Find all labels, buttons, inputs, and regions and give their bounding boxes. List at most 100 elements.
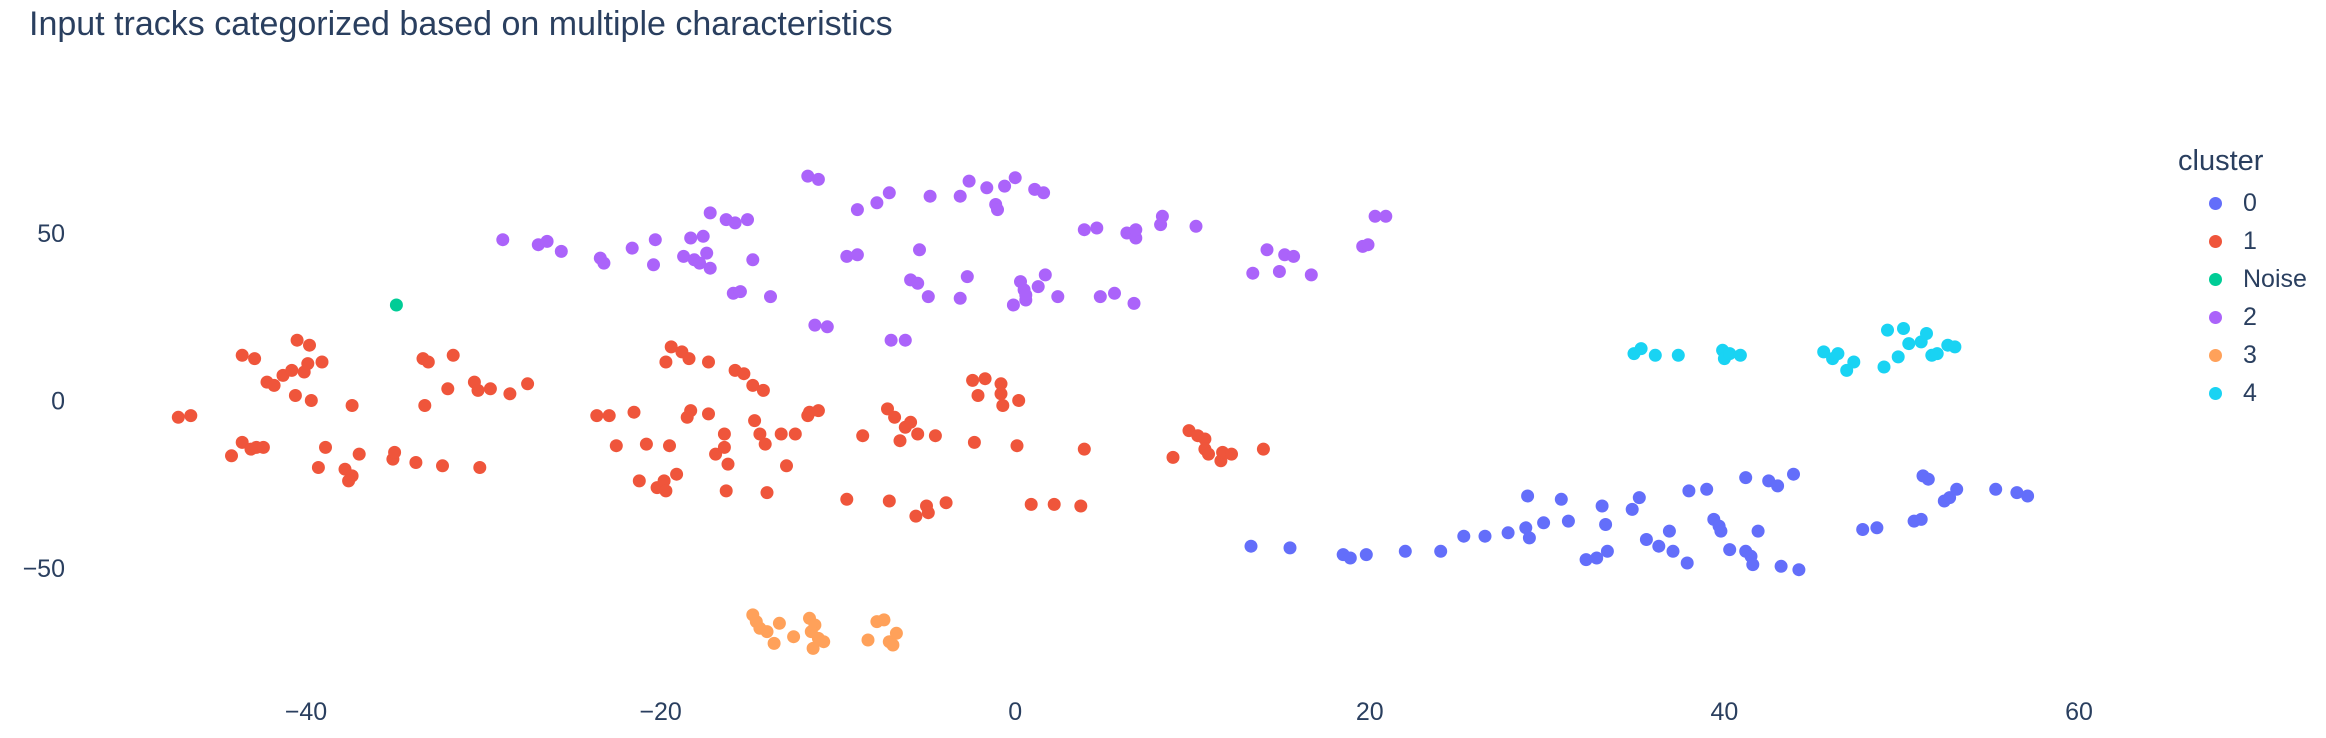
data-point[interactable] <box>1038 268 1052 282</box>
data-point[interactable] <box>1723 347 1737 361</box>
data-point[interactable] <box>1771 479 1785 493</box>
data-point[interactable] <box>1877 360 1891 374</box>
data-point[interactable] <box>1561 514 1575 528</box>
data-point[interactable] <box>719 484 733 498</box>
data-point[interactable] <box>473 461 487 474</box>
data-point[interactable] <box>663 439 676 453</box>
data-point[interactable] <box>886 638 900 652</box>
data-point[interactable] <box>1272 265 1286 278</box>
data-point[interactable] <box>235 348 249 362</box>
data-point[interactable] <box>840 249 854 263</box>
data-point[interactable] <box>808 318 822 332</box>
data-point[interactable] <box>960 270 974 284</box>
data-point[interactable] <box>1244 539 1258 553</box>
data-point[interactable] <box>703 206 717 220</box>
data-point[interactable] <box>1590 551 1604 565</box>
data-point[interactable] <box>1746 558 1760 572</box>
data-point[interactable] <box>1817 345 1831 359</box>
data-point[interactable] <box>1398 544 1412 558</box>
data-point[interactable] <box>1634 342 1648 356</box>
data-point[interactable] <box>921 290 935 304</box>
data-point[interactable] <box>911 427 925 441</box>
data-point[interactable] <box>1537 516 1551 530</box>
data-point[interactable] <box>319 440 332 454</box>
data-point[interactable] <box>311 461 325 474</box>
data-point[interactable] <box>670 467 684 481</box>
data-point[interactable] <box>1283 541 1297 555</box>
data-point[interactable] <box>627 405 641 419</box>
data-point[interactable] <box>998 179 1012 193</box>
data-point[interactable] <box>1012 394 1026 407</box>
data-point[interactable] <box>682 352 696 366</box>
data-point[interactable] <box>1920 327 1933 340</box>
data-point[interactable] <box>1891 350 1905 364</box>
data-point[interactable] <box>756 383 770 397</box>
data-point[interactable] <box>760 625 774 639</box>
data-point[interactable] <box>657 474 671 488</box>
data-point[interactable] <box>1881 323 1894 337</box>
data-point[interactable] <box>1652 539 1666 553</box>
legend-item-2[interactable]: 2 <box>2178 298 2307 336</box>
data-point[interactable] <box>664 340 678 354</box>
data-point[interactable] <box>1047 497 1061 511</box>
data-point[interactable] <box>1989 482 2003 496</box>
data-point[interactable] <box>421 355 435 369</box>
data-point[interactable] <box>994 387 1008 401</box>
data-point[interactable] <box>728 216 742 230</box>
data-point[interactable] <box>717 427 731 441</box>
data-point[interactable] <box>772 616 786 630</box>
data-point[interactable] <box>801 169 815 183</box>
data-point[interactable] <box>1902 337 1916 351</box>
data-point[interactable] <box>1198 432 1212 446</box>
data-point[interactable] <box>882 494 896 508</box>
data-point[interactable] <box>893 434 907 448</box>
legend-item-0[interactable]: 0 <box>2178 184 2307 222</box>
data-point[interactable] <box>1127 296 1141 310</box>
data-point[interactable] <box>1579 553 1593 567</box>
data-point[interactable] <box>418 399 432 412</box>
data-point[interactable] <box>1077 442 1091 456</box>
data-point[interactable] <box>702 407 715 421</box>
data-point[interactable] <box>1077 223 1091 237</box>
data-point[interactable] <box>817 635 831 649</box>
data-point[interactable] <box>1682 484 1696 498</box>
legend-item-1[interactable]: 1 <box>2178 222 2307 260</box>
legend-item-3[interactable]: 3 <box>2178 336 2307 374</box>
data-point[interactable] <box>1671 348 1685 362</box>
data-point[interactable] <box>554 244 568 258</box>
data-point[interactable] <box>680 410 694 424</box>
data-point[interactable] <box>774 427 788 441</box>
data-point[interactable] <box>877 613 891 627</box>
data-point[interactable] <box>446 348 460 362</box>
data-point[interactable] <box>721 457 735 471</box>
data-point[interactable] <box>352 447 366 461</box>
data-point[interactable] <box>996 399 1010 412</box>
data-point[interactable] <box>1739 471 1753 485</box>
data-point[interactable] <box>1457 529 1471 543</box>
data-point[interactable] <box>2021 489 2035 503</box>
data-point[interactable] <box>1051 290 1065 304</box>
data-point[interactable] <box>1930 347 1944 361</box>
data-point[interactable] <box>521 377 535 391</box>
data-point[interactable] <box>1680 556 1694 570</box>
data-point[interactable] <box>1129 223 1143 237</box>
data-point[interactable] <box>389 298 403 312</box>
data-point[interactable] <box>1870 521 1884 535</box>
data-point[interactable] <box>1225 447 1238 461</box>
data-point[interactable] <box>1554 492 1568 506</box>
data-point[interactable] <box>1921 472 1935 486</box>
data-point[interactable] <box>767 636 781 650</box>
data-point[interactable] <box>503 387 517 401</box>
data-point[interactable] <box>1897 322 1910 335</box>
data-point[interactable] <box>1434 544 1448 558</box>
data-point[interactable] <box>764 290 777 304</box>
data-point[interactable] <box>758 437 772 451</box>
data-point[interactable] <box>301 357 315 371</box>
data-point[interactable] <box>978 372 992 386</box>
data-point[interactable] <box>1632 491 1646 505</box>
data-point[interactable] <box>171 410 185 424</box>
data-point[interactable] <box>2010 486 2024 500</box>
data-point[interactable] <box>1625 502 1639 516</box>
data-point[interactable] <box>597 256 611 270</box>
data-point[interactable] <box>436 459 449 473</box>
